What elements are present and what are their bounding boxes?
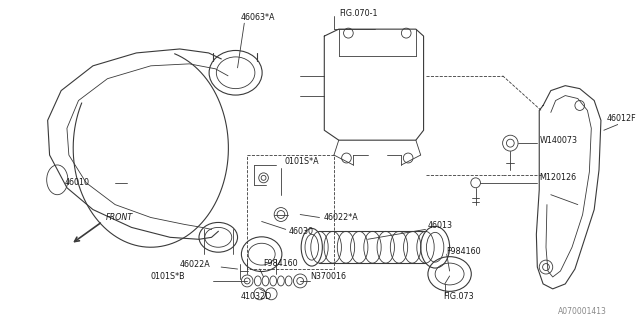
Text: FIG.070-1: FIG.070-1 (339, 9, 377, 18)
Text: 46012F: 46012F (607, 114, 636, 123)
Text: 46063*A: 46063*A (241, 13, 275, 22)
Text: M120126: M120126 (540, 173, 577, 182)
Text: A070001413: A070001413 (558, 307, 607, 316)
Text: N370016: N370016 (310, 272, 346, 282)
Text: 46030: 46030 (289, 227, 314, 236)
Text: 46022A: 46022A (180, 260, 211, 268)
Text: 0101S*A: 0101S*A (285, 157, 319, 166)
Text: FIG.073: FIG.073 (443, 292, 474, 301)
Text: 46010: 46010 (65, 178, 90, 187)
Text: 46022*A: 46022*A (323, 213, 358, 222)
Bar (247, 155, 334, 269)
Text: W140073: W140073 (540, 136, 577, 145)
Text: F984160: F984160 (264, 259, 298, 268)
Text: 46013: 46013 (428, 221, 452, 230)
Text: 41032D: 41032D (241, 292, 272, 301)
Text: 0101S*B: 0101S*B (151, 272, 186, 282)
Text: FRONT: FRONT (106, 213, 132, 222)
Text: F984160: F984160 (447, 247, 481, 256)
